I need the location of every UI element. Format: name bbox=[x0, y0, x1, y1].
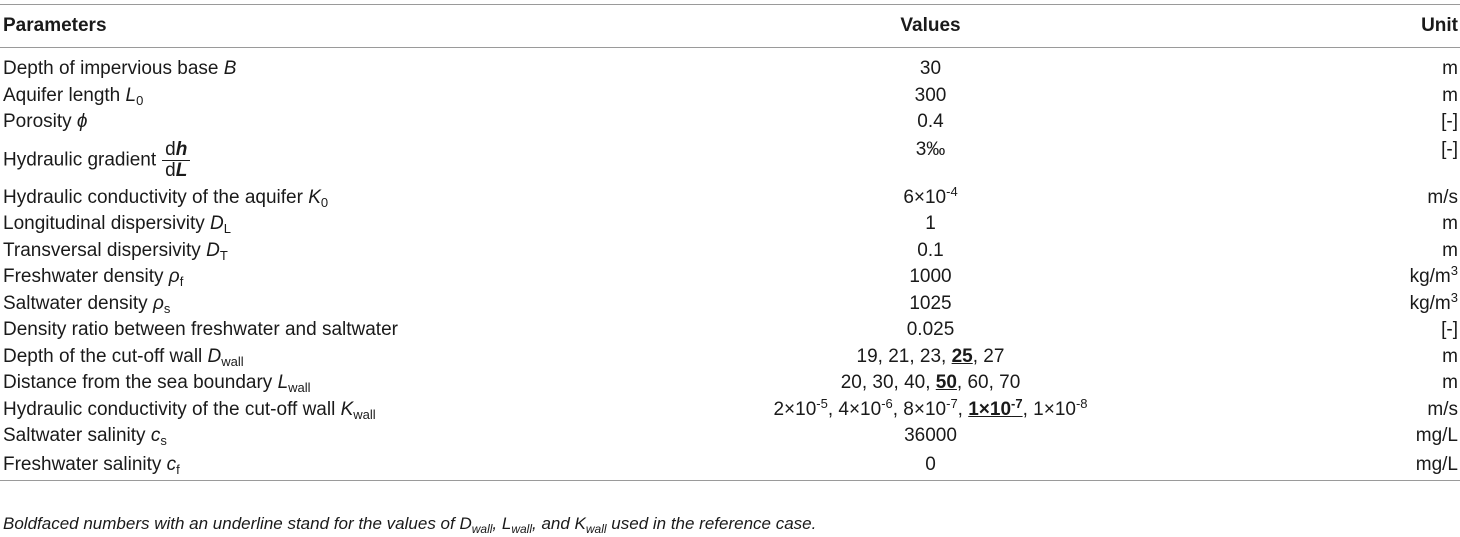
table-row: Hydraulic conductivity of the cut-off wa… bbox=[0, 397, 1460, 424]
value-cell: 6×10-4 bbox=[903, 183, 958, 208]
unit-cell: m bbox=[1442, 239, 1458, 261]
table-row: Transversal dispersivity DT 0.1 m bbox=[0, 238, 1460, 265]
table-row: Saltwater density ρs 1025 kg/m3 bbox=[0, 291, 1460, 318]
unit-cell: mg/L bbox=[1295, 449, 1460, 481]
param-symbol: c bbox=[166, 453, 177, 475]
table-row: Hydraulic conductivity of the aquifer K0… bbox=[0, 185, 1460, 212]
value-cell: 0.025 bbox=[906, 319, 955, 341]
param-cell: Saltwater density ρs bbox=[3, 292, 171, 316]
table-row: Depth of the cut-off wall Dwall 19, 21, … bbox=[0, 344, 1460, 371]
param-cell: Hydraulic gradient dh dL bbox=[0, 136, 565, 185]
table-row: Hydraulic gradient dh dL 3‰ [-] bbox=[0, 136, 1460, 185]
unit-cell: m bbox=[1442, 58, 1458, 80]
param-cell: Depth of impervious base B bbox=[3, 58, 237, 80]
unit-cell: kg/m3 bbox=[1409, 263, 1458, 288]
value-cell: 36000 bbox=[904, 425, 957, 447]
parameters-table: Parameters Values Unit Depth of impervio… bbox=[0, 4, 1460, 481]
table-header-row: Parameters Values Unit bbox=[0, 4, 1460, 48]
param-symbol: K bbox=[340, 398, 354, 420]
value-cell: 1025 bbox=[909, 292, 952, 314]
unit-cell: m bbox=[1442, 345, 1458, 367]
param-symbol: c bbox=[150, 425, 161, 447]
table-row: Distance from the sea boundary Lwall 20,… bbox=[0, 370, 1460, 397]
value-cell: 300 bbox=[914, 84, 947, 106]
value-cell: 30 bbox=[919, 58, 942, 80]
value-cell: 0 bbox=[565, 449, 1295, 481]
unit-cell: kg/m3 bbox=[1409, 289, 1458, 314]
param-cell: Freshwater density ρf bbox=[3, 266, 184, 290]
unit-cell: m/s bbox=[1427, 186, 1458, 208]
param-symbol: L bbox=[125, 84, 137, 106]
param-symbol: ρ bbox=[152, 292, 164, 314]
param-cell: Porosity ϕ bbox=[3, 111, 88, 133]
param-symbol: B bbox=[223, 58, 237, 80]
unit-cell: m bbox=[1442, 213, 1458, 235]
value-cell: 1 bbox=[925, 213, 936, 235]
reference-value: 50 bbox=[935, 372, 957, 394]
param-symbol: D bbox=[207, 345, 222, 367]
value-cell: 0.1 bbox=[917, 239, 944, 261]
param-cell: Longitudinal dispersivity DL bbox=[3, 213, 231, 237]
reference-value: 25 bbox=[951, 345, 973, 367]
param-cell: Density ratio between freshwater and sal… bbox=[3, 319, 398, 341]
param-symbol: ρ bbox=[168, 266, 180, 288]
param-symbol: ϕ bbox=[76, 111, 88, 133]
table-row: Aquifer length L0 300 m bbox=[0, 83, 1460, 110]
table-row: Depth of impervious base B 30 m bbox=[0, 56, 1460, 83]
unit-cell: m/s bbox=[1427, 398, 1458, 420]
unit-cell: m bbox=[1442, 84, 1458, 106]
value-cell: 0.4 bbox=[917, 111, 944, 133]
param-cell: Distance from the sea boundary Lwall bbox=[3, 372, 311, 396]
unit-cell: [-] bbox=[1441, 138, 1458, 160]
value-cell: 19, 21, 23, 25, 27 bbox=[856, 345, 1005, 367]
unit-cell: m bbox=[1442, 372, 1458, 394]
gradient-fraction: dh dL bbox=[162, 139, 191, 181]
reference-value: 1×10-7 bbox=[968, 395, 1023, 420]
table-row: Freshwater salinity cf 0 mg/L bbox=[0, 449, 1460, 481]
header-unit: Unit bbox=[1295, 4, 1460, 48]
param-cell: Saltwater salinity cs bbox=[3, 425, 167, 449]
param-cell: Hydraulic conductivity of the aquifer K0 bbox=[3, 186, 329, 210]
value-cell: 20, 30, 40, 50, 60, 70 bbox=[840, 372, 1021, 394]
header-values: Values bbox=[565, 4, 1295, 48]
value-cell: 2×10-5, 4×10-6, 8×10-7, 1×10-7, 1×10-8 bbox=[773, 395, 1088, 420]
param-cell: Aquifer length L0 bbox=[3, 84, 144, 108]
value-cell: 3‰ bbox=[915, 138, 946, 160]
param-cell: Hydraulic conductivity of the cut-off wa… bbox=[3, 398, 376, 422]
param-cell: Depth of the cut-off wall Dwall bbox=[3, 345, 244, 369]
param-symbol: D bbox=[206, 239, 220, 261]
fraction-denominator: dL bbox=[165, 159, 188, 181]
fraction-numerator: dh bbox=[162, 139, 191, 161]
param-cell: Transversal dispersivity DT bbox=[3, 239, 228, 263]
header-parameters: Parameters bbox=[0, 4, 565, 48]
table-row: Density ratio between freshwater and sal… bbox=[0, 317, 1460, 344]
table-row: Porosity ϕ 0.4 [-] bbox=[0, 109, 1460, 136]
table-footnote: Boldfaced numbers with an underline stan… bbox=[3, 514, 817, 536]
param-symbol: D bbox=[210, 213, 224, 235]
unit-cell: [-] bbox=[1441, 319, 1458, 341]
table-row: Longitudinal dispersivity DL 1 m bbox=[0, 211, 1460, 238]
table-row: Freshwater density ρf 1000 kg/m3 bbox=[0, 264, 1460, 291]
value-cell: 1000 bbox=[909, 266, 952, 288]
unit-cell: mg/L bbox=[1415, 425, 1458, 447]
param-symbol: L bbox=[277, 372, 289, 394]
unit-cell: [-] bbox=[1441, 111, 1458, 133]
table-row: Saltwater salinity cs 36000 mg/L bbox=[0, 423, 1460, 450]
param-cell: Freshwater salinity cf bbox=[0, 449, 565, 481]
param-symbol: K bbox=[308, 186, 321, 208]
